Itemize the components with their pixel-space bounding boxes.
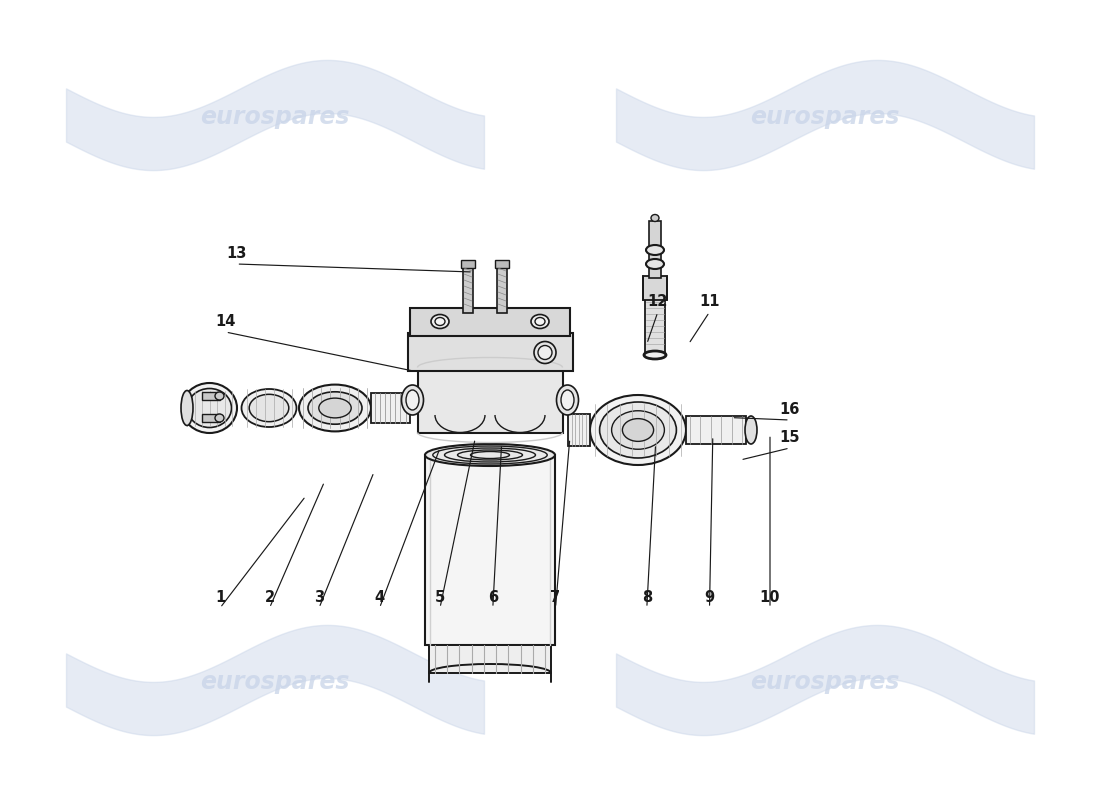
Text: 2: 2 [264,590,275,605]
Ellipse shape [745,416,757,444]
Text: eurospares: eurospares [200,670,350,694]
Ellipse shape [531,314,549,329]
Text: 14: 14 [216,314,235,329]
Ellipse shape [402,385,424,415]
Text: 12: 12 [648,294,668,309]
Text: 1: 1 [214,590,225,605]
Bar [418,367,562,433]
Text: eurospares: eurospares [200,105,350,129]
Bar [644,276,667,300]
Text: 7: 7 [550,590,561,605]
Ellipse shape [182,383,236,433]
Ellipse shape [308,392,362,424]
Ellipse shape [561,390,574,410]
Bar [429,645,551,673]
Text: 3: 3 [314,590,324,605]
Ellipse shape [612,410,664,450]
Bar [463,262,473,313]
Bar [649,221,661,278]
Text: 16: 16 [780,402,800,417]
Bar [410,307,570,335]
Ellipse shape [535,318,544,326]
Ellipse shape [590,395,686,465]
Ellipse shape [644,351,666,359]
Bar [461,259,475,267]
Ellipse shape [182,390,192,426]
Ellipse shape [600,402,676,458]
Ellipse shape [214,414,224,422]
Bar [201,414,220,422]
Ellipse shape [299,385,371,431]
Text: 15: 15 [780,430,800,445]
Text: 6: 6 [487,590,498,605]
Bar [201,392,220,400]
Bar [407,333,572,370]
Bar [371,393,409,423]
Bar [495,259,509,267]
Text: 11: 11 [700,294,719,309]
Bar [425,455,556,645]
Ellipse shape [623,418,653,442]
Ellipse shape [434,318,446,326]
Text: 4: 4 [374,590,385,605]
Ellipse shape [534,342,556,363]
Ellipse shape [250,394,289,422]
Bar [568,414,590,446]
Text: 8: 8 [641,590,652,605]
Text: 9: 9 [704,590,715,605]
Bar [497,262,507,313]
Ellipse shape [431,314,449,329]
Ellipse shape [646,259,664,269]
Text: 13: 13 [227,246,246,261]
Ellipse shape [319,398,351,418]
Ellipse shape [538,346,552,359]
Ellipse shape [242,389,297,427]
Ellipse shape [406,390,419,410]
Ellipse shape [214,392,224,400]
Ellipse shape [651,214,659,222]
Bar [686,416,746,444]
Text: eurospares: eurospares [750,105,900,129]
Text: 10: 10 [760,590,780,605]
Ellipse shape [646,245,664,255]
Ellipse shape [425,444,556,466]
Text: 5: 5 [434,590,446,605]
Bar [645,298,665,353]
Text: eurospares: eurospares [750,670,900,694]
Ellipse shape [187,389,231,427]
Ellipse shape [557,385,579,415]
